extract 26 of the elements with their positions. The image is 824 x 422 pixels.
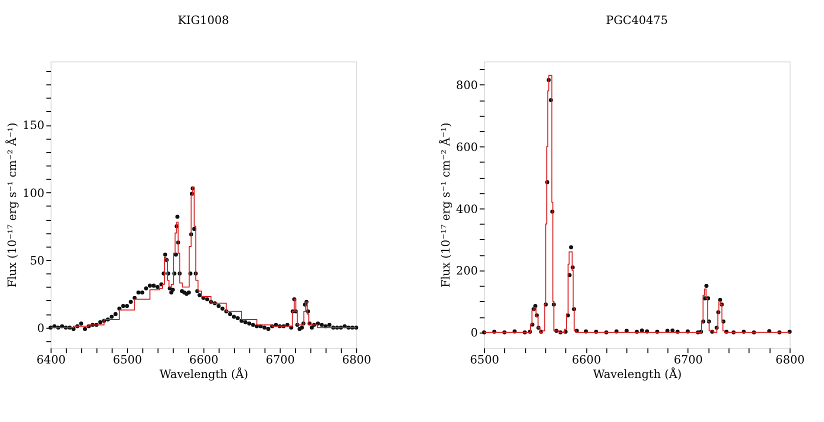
x-tick-label: 6700 [266, 352, 295, 367]
point [569, 245, 574, 250]
x-tick-label: 6600 [572, 352, 601, 367]
x-tick-label: 6600 [189, 352, 218, 367]
y-tick-label: 50 [30, 253, 44, 268]
y-tick-label: 600 [456, 140, 478, 154]
y-tick-label: 400 [456, 202, 478, 216]
x-tick-label: 6800 [342, 352, 372, 367]
chart-title: PGC40475 [606, 13, 668, 28]
y-tick-label: 200 [456, 264, 478, 278]
y-tick-label: 800 [456, 78, 478, 92]
y-tick-label: 0 [37, 320, 44, 335]
y-tick-label: 100 [22, 186, 44, 200]
chart-title: KIG1008 [178, 13, 230, 28]
x-tick-label: 6700 [674, 352, 703, 367]
y-axis-title: Flux (10⁻¹⁷ erg s⁻¹ cm⁻² Å⁻¹) [4, 122, 19, 288]
y-tick-label: 150 [22, 118, 44, 132]
x-axis-title: Wavelength (Å) [159, 366, 248, 381]
y-axis-title: Flux (10⁻¹⁷ erg s⁻¹ cm⁻² Å⁻¹) [438, 122, 452, 288]
y-tick-label: 0 [470, 326, 478, 340]
x-tick-label: 6400 [36, 352, 66, 367]
point [704, 284, 708, 288]
x-tick-label: 6500 [470, 352, 500, 367]
x-tick-label: 6500 [112, 352, 142, 367]
x-axis-title: Wavelength (Å) [592, 366, 682, 381]
x-tick-label: 6800 [776, 352, 805, 367]
